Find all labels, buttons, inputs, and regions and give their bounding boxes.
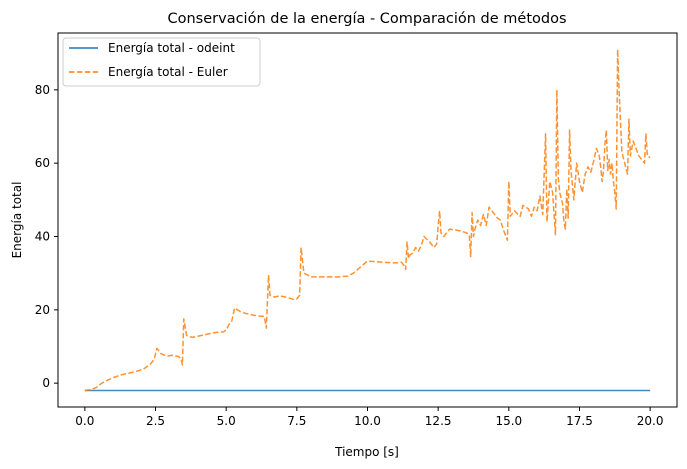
x-tick-label: 20.0 xyxy=(637,414,664,428)
y-axis-ticks: 0 20 40 60 80 xyxy=(35,83,58,390)
legend: Energía total - odeint Energía total - E… xyxy=(62,37,261,87)
plot-frame xyxy=(57,32,678,408)
x-tick-label: 12.5 xyxy=(425,414,452,428)
legend-box xyxy=(62,37,261,87)
y-tick-label: 80 xyxy=(35,83,50,97)
legend-label-odeint: Energía total - odeint xyxy=(108,41,235,55)
chart-title: Conservación de la energía - Comparación… xyxy=(167,11,566,27)
y-axis-label: Energía total xyxy=(10,182,24,259)
y-tick-label: 60 xyxy=(35,156,50,170)
x-tick-label: 5.0 xyxy=(217,414,236,428)
x-tick-label: 17.5 xyxy=(566,414,593,428)
plot-lines xyxy=(84,48,651,392)
y-tick-label: 0 xyxy=(42,376,50,390)
x-axis-label: Tiempo [s] xyxy=(334,445,399,459)
series-line-1 xyxy=(84,48,651,392)
x-tick-label: 0.0 xyxy=(75,414,94,428)
y-tick-label: 20 xyxy=(35,303,50,317)
x-tick-label: 7.5 xyxy=(287,414,306,428)
y-tick-label: 40 xyxy=(35,230,50,244)
x-tick-label: 10.0 xyxy=(354,414,381,428)
legend-label-euler: Energía total - Euler xyxy=(108,65,228,79)
x-tick-label: 2.5 xyxy=(146,414,165,428)
x-axis-ticks: 0.0 2.5 5.0 7.5 10.0 12.5 15.0 17.5 20.0 xyxy=(75,407,664,428)
x-tick-label: 15.0 xyxy=(495,414,522,428)
